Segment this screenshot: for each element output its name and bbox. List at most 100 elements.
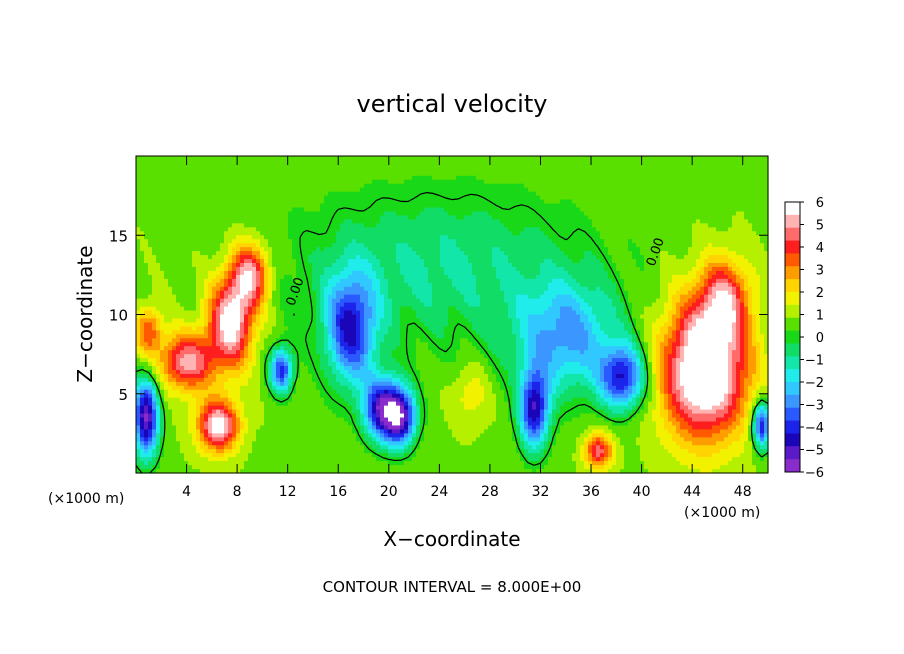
heatmap-cell	[324, 255, 329, 260]
heatmap-cell	[284, 219, 289, 224]
heatmap-cell	[764, 266, 769, 272]
heatmap-cell	[452, 203, 457, 209]
heatmap-cell	[460, 163, 465, 169]
heatmap-cell	[252, 156, 257, 161]
heatmap-cell	[604, 266, 609, 272]
heatmap-cell	[220, 156, 225, 161]
heatmap-cell	[536, 219, 541, 224]
heatmap-cell	[396, 203, 401, 209]
heatmap-cell	[556, 235, 561, 240]
heatmap-cell	[408, 187, 413, 193]
heatmap-cell	[668, 215, 673, 220]
heatmap-cell	[176, 207, 181, 213]
heatmap-cell	[464, 278, 469, 284]
heatmap-cell	[348, 227, 353, 232]
heatmap-cell	[728, 156, 733, 161]
heatmap-cell	[704, 167, 709, 173]
heatmap-cell	[628, 163, 633, 169]
heatmap-cell	[596, 235, 601, 240]
heatmap-cell	[228, 227, 233, 232]
heatmap-cell	[236, 239, 241, 244]
heatmap-cell	[376, 183, 381, 189]
heatmap-cell	[548, 251, 553, 256]
heatmap-cell	[304, 175, 309, 181]
heatmap-cell	[160, 215, 165, 220]
heatmap-cell	[656, 211, 661, 217]
heatmap-cell	[516, 259, 521, 264]
heatmap-cell	[624, 156, 629, 161]
heatmap-cell	[248, 156, 253, 161]
heatmap-cell	[640, 219, 645, 224]
heatmap-cell	[744, 243, 749, 248]
heatmap-cell	[440, 171, 445, 177]
heatmap-cell	[572, 227, 577, 232]
heatmap-cell	[424, 243, 429, 248]
heatmap-cell	[412, 179, 417, 185]
heatmap-cell	[268, 156, 273, 161]
heatmap-cell	[240, 251, 245, 256]
heatmap-cell	[752, 203, 757, 209]
heatmap-cell	[432, 195, 437, 201]
heatmap-cell	[396, 247, 401, 252]
heatmap-cell	[512, 159, 517, 165]
heatmap-cell	[432, 239, 437, 244]
heatmap-cell	[456, 262, 461, 268]
heatmap-cell	[532, 163, 537, 169]
heatmap-cell	[268, 259, 273, 264]
heatmap-cell	[484, 203, 489, 209]
heatmap-cell	[212, 251, 217, 256]
heatmap-cell	[532, 179, 537, 185]
heatmap-cell	[504, 167, 509, 173]
heatmap-cell	[580, 191, 585, 197]
heatmap-cell	[224, 270, 229, 276]
heatmap-cell	[172, 243, 177, 248]
heatmap-cell	[172, 278, 177, 284]
heatmap-cell	[528, 187, 533, 193]
heatmap-cell	[704, 255, 709, 260]
heatmap-cell	[228, 231, 233, 236]
heatmap-cell	[460, 187, 465, 193]
heatmap-cell	[220, 270, 225, 276]
heatmap-cell	[500, 227, 505, 232]
heatmap-cell	[216, 262, 221, 268]
heatmap-cell	[472, 262, 477, 268]
heatmap-cell	[692, 203, 697, 209]
heatmap-cell	[180, 199, 185, 205]
heatmap-cell	[524, 183, 529, 189]
heatmap-cell	[764, 270, 769, 276]
heatmap-cell	[484, 199, 489, 205]
heatmap-cell	[444, 167, 449, 173]
heatmap-cell	[152, 207, 157, 213]
heatmap-cell	[552, 266, 557, 272]
heatmap-cell	[572, 231, 577, 236]
heatmap-cell	[528, 199, 533, 205]
heatmap-cell	[296, 231, 301, 236]
heatmap-cell	[496, 274, 501, 280]
heatmap-cell	[440, 211, 445, 217]
heatmap-cell	[364, 243, 369, 248]
heatmap-cell	[584, 223, 589, 228]
heatmap-cell	[672, 215, 677, 220]
heatmap-cell	[268, 175, 273, 181]
heatmap-cell	[384, 203, 389, 209]
heatmap-cell	[212, 235, 217, 240]
heatmap-cell	[748, 211, 753, 217]
heatmap-cell	[292, 231, 297, 236]
heatmap-cell	[228, 251, 233, 256]
heatmap-cell	[688, 274, 693, 280]
heatmap-cell	[208, 266, 213, 272]
heatmap-cell	[436, 255, 441, 260]
heatmap-cell	[304, 191, 309, 197]
heatmap-cell	[744, 223, 749, 228]
heatmap-cell	[656, 203, 661, 209]
heatmap-cell	[212, 187, 217, 193]
heatmap-cell	[400, 195, 405, 201]
heatmap-cell	[320, 251, 325, 256]
heatmap-cell	[428, 251, 433, 256]
heatmap-cell	[184, 195, 189, 201]
heatmap-cell	[292, 278, 297, 284]
heatmap-cell	[280, 191, 285, 197]
heatmap-cell	[524, 247, 529, 252]
heatmap-cell	[136, 247, 141, 252]
heatmap-cell	[248, 255, 253, 260]
